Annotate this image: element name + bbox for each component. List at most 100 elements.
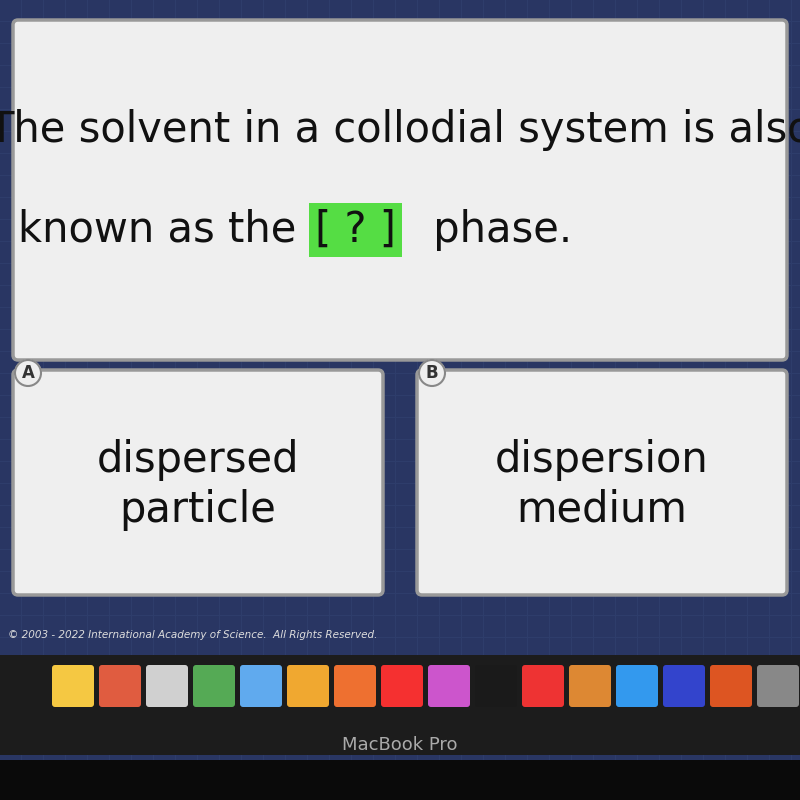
Bar — [330, 264, 350, 285]
Bar — [572, 418, 593, 438]
Bar — [594, 0, 614, 21]
FancyBboxPatch shape — [13, 370, 383, 595]
Bar — [528, 66, 549, 86]
Bar — [220, 572, 241, 593]
Bar — [528, 352, 549, 373]
Bar — [594, 66, 614, 86]
Bar — [506, 440, 526, 461]
Bar — [198, 616, 218, 637]
Bar — [242, 770, 262, 790]
Bar — [682, 176, 702, 197]
Bar — [418, 682, 438, 702]
Bar — [110, 88, 130, 109]
Bar — [792, 682, 800, 702]
Bar — [748, 440, 769, 461]
Bar — [484, 594, 505, 614]
Bar — [88, 154, 109, 174]
Bar — [396, 176, 417, 197]
Bar — [308, 154, 329, 174]
Text: phase.: phase. — [420, 209, 572, 251]
Bar — [44, 220, 65, 241]
Bar — [704, 396, 725, 417]
Bar — [660, 154, 681, 174]
Bar — [374, 154, 394, 174]
Bar — [462, 462, 482, 482]
Bar — [550, 264, 570, 285]
Bar — [66, 660, 86, 681]
Bar — [198, 352, 218, 373]
Bar — [638, 462, 658, 482]
Bar — [748, 352, 769, 373]
Bar — [132, 682, 153, 702]
Bar — [748, 660, 769, 681]
Text: The solvent in a collodial system is also: The solvent in a collodial system is als… — [0, 109, 800, 151]
Bar — [286, 286, 306, 306]
Bar — [242, 374, 262, 394]
Bar — [176, 462, 197, 482]
Bar — [132, 0, 153, 21]
Bar — [528, 308, 549, 329]
Bar — [286, 594, 306, 614]
Bar — [330, 0, 350, 21]
Bar — [506, 748, 526, 769]
Bar — [44, 704, 65, 725]
Bar — [220, 726, 241, 746]
Bar — [748, 176, 769, 197]
Bar — [550, 66, 570, 86]
Bar — [418, 264, 438, 285]
Bar — [66, 374, 86, 394]
Bar — [242, 704, 262, 725]
Bar — [528, 374, 549, 394]
Bar — [264, 176, 285, 197]
Bar — [66, 308, 86, 329]
Bar — [22, 176, 42, 197]
Bar — [550, 418, 570, 438]
Bar — [110, 374, 130, 394]
Bar — [660, 264, 681, 285]
Bar — [132, 308, 153, 329]
Bar — [198, 484, 218, 505]
Bar — [418, 66, 438, 86]
Bar — [660, 220, 681, 241]
Bar — [352, 330, 373, 350]
Bar — [638, 88, 658, 109]
Bar — [528, 330, 549, 350]
Bar — [22, 770, 42, 790]
FancyBboxPatch shape — [757, 665, 799, 707]
Bar — [44, 572, 65, 593]
Bar — [462, 22, 482, 42]
Bar — [792, 88, 800, 109]
Bar — [660, 638, 681, 658]
Bar — [88, 594, 109, 614]
Bar — [572, 110, 593, 130]
Bar — [550, 616, 570, 637]
Bar — [198, 198, 218, 218]
Bar — [198, 220, 218, 241]
Bar — [110, 528, 130, 549]
Bar — [572, 550, 593, 570]
Bar — [770, 616, 790, 637]
Bar — [682, 66, 702, 86]
Bar — [308, 0, 329, 21]
Bar — [682, 374, 702, 394]
Bar — [506, 462, 526, 482]
Bar — [616, 792, 637, 800]
Bar — [704, 154, 725, 174]
Bar — [154, 176, 174, 197]
Bar — [264, 330, 285, 350]
Bar — [220, 594, 241, 614]
Bar — [770, 484, 790, 505]
Bar — [594, 704, 614, 725]
Bar — [462, 660, 482, 681]
Bar — [616, 726, 637, 746]
FancyBboxPatch shape — [52, 665, 94, 707]
Bar — [484, 748, 505, 769]
Bar — [704, 726, 725, 746]
Bar — [462, 220, 482, 241]
Bar — [220, 440, 241, 461]
Bar — [704, 418, 725, 438]
Bar — [638, 44, 658, 65]
Bar — [550, 330, 570, 350]
Bar — [594, 330, 614, 350]
Bar — [770, 374, 790, 394]
